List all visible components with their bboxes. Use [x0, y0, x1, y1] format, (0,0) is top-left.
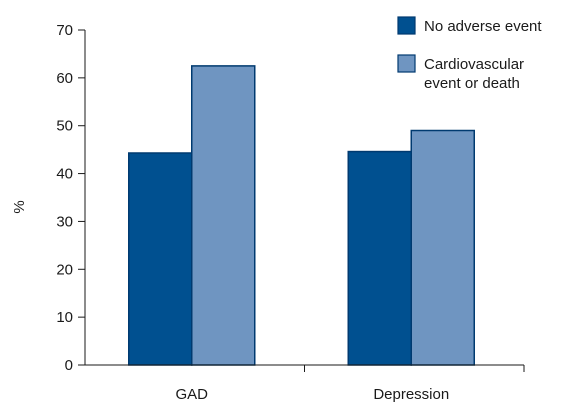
y-tick-label: 40	[56, 166, 73, 183]
y-tick-label: 70	[56, 22, 73, 39]
legend: No adverse event Cardiovascular event or d…	[397, 16, 542, 92]
y-tick-label: 60	[56, 70, 73, 87]
legend-label: No adverse event	[424, 18, 542, 35]
bars-group	[128, 65, 475, 366]
y-axis-label: %	[11, 200, 28, 213]
y-tick-label: 50	[56, 118, 73, 135]
legend-label: Cardiovascular	[424, 56, 524, 73]
bar-cardiovascular-event-gad	[191, 65, 256, 366]
legend-swatch	[397, 54, 416, 73]
legend-label: event or death	[424, 75, 520, 92]
y-tick-label: 20	[56, 261, 73, 278]
x-category-label: GAD	[175, 386, 208, 403]
axes-group: 0 10 20 30 40 50 60 70% GAD Depression	[11, 22, 525, 403]
bar-no-adverse-event-gad	[128, 152, 193, 366]
x-category-label: Depression	[373, 386, 449, 403]
legend-swatch	[397, 16, 416, 35]
bar-no-adverse-event-depression	[347, 150, 412, 366]
y-tick-label: 0	[65, 357, 73, 374]
y-tick-label: 10	[56, 309, 73, 326]
y-tick-label: 30	[56, 213, 73, 230]
bar-cardiovascular-event-depression	[410, 129, 475, 366]
